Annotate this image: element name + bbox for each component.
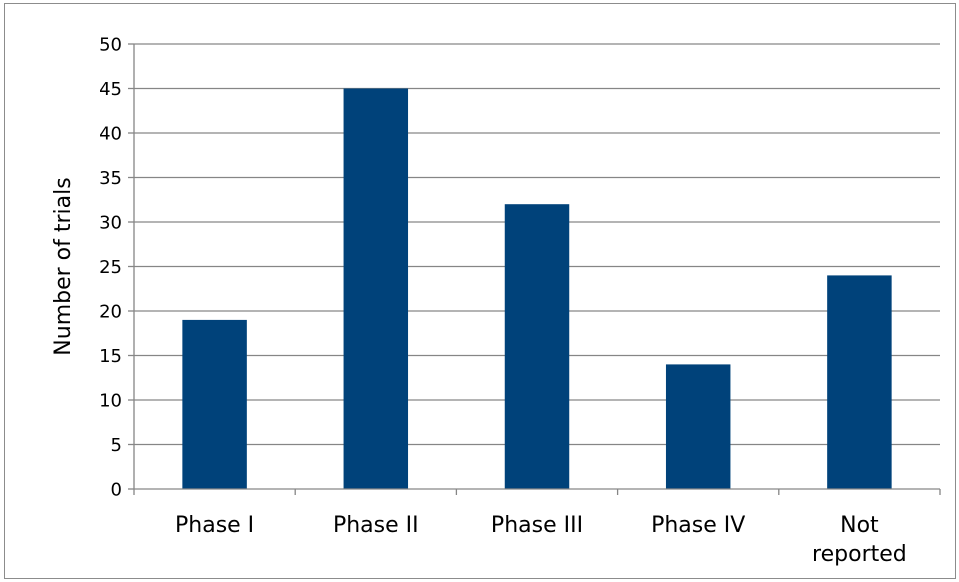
y-tick-label: 10 (99, 391, 122, 412)
y-tick-label: 15 (99, 346, 122, 367)
y-tick-labels: 0 5 10 15 20 25 30 35 40 45 50 (99, 35, 122, 501)
y-tick-label: 45 (99, 79, 122, 100)
chart-frame (4, 3, 956, 579)
x-tick-label: Phase IV (651, 513, 745, 538)
y-tick-label: 40 (99, 124, 122, 145)
x-tick-labels: Phase I Phase II Phase III Phase IV Not repor… (175, 513, 907, 567)
bar-phase-ii (343, 88, 409, 489)
y-tick-label: 0 (111, 480, 122, 501)
y-tick-label: 20 (99, 302, 122, 323)
bar-phase-i (182, 319, 247, 489)
x-tick-label: Phase I (175, 513, 254, 538)
gridlines (134, 43, 940, 446)
bar-phase-iii (504, 204, 570, 489)
y-tick-label: 30 (99, 213, 122, 234)
x-tick-label: Not (840, 513, 879, 538)
x-tick-label: Phase III (491, 513, 583, 538)
y-tick-label: 5 (111, 435, 122, 456)
axes (128, 43, 941, 495)
bar-not-reported (827, 275, 892, 489)
y-tick-label: 50 (99, 35, 122, 56)
y-tick-label: 25 (99, 257, 122, 278)
y-tick-label: 35 (99, 168, 122, 189)
x-tick-label: reported (812, 542, 907, 567)
y-axis-title: Number of trials (51, 177, 76, 355)
bar-phase-iv (665, 364, 731, 489)
bars (182, 88, 892, 489)
x-tick-label: Phase II (333, 513, 419, 538)
